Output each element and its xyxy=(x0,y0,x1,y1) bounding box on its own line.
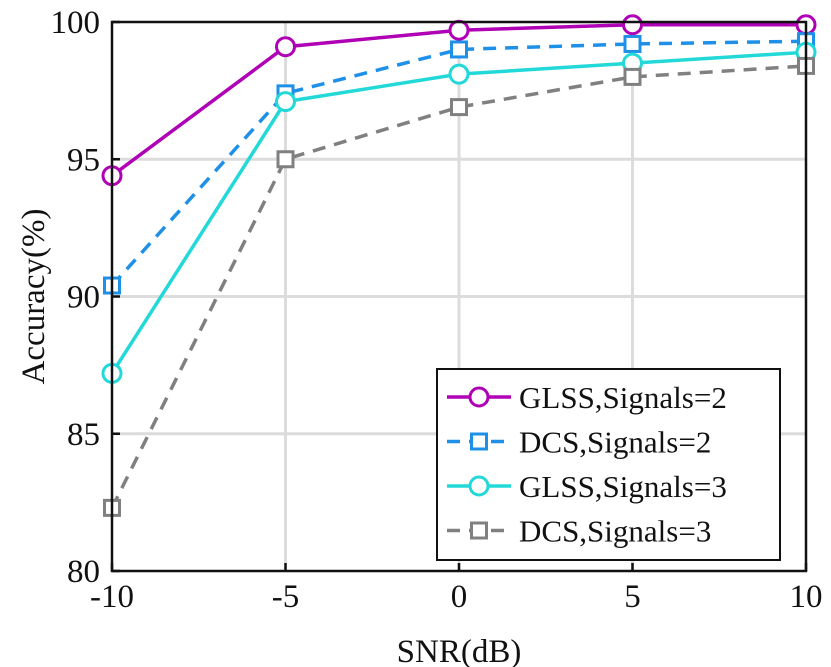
data-point-dcs-signals-2 xyxy=(450,40,468,59)
data-point-dcs-signals-3 xyxy=(623,67,642,86)
y-tick-label: 90 xyxy=(67,280,100,316)
data-point-glss-signals-3 xyxy=(448,63,470,85)
x-tick-label: 10 xyxy=(790,579,823,615)
y-tick-label: 85 xyxy=(67,417,100,453)
legend-frame xyxy=(436,368,781,561)
series-dcs-signals-2 xyxy=(103,32,815,295)
data-point-dcs-signals-2 xyxy=(623,34,642,53)
x-tick-label: -10 xyxy=(90,579,134,615)
y-tick-label: 100 xyxy=(51,5,101,41)
legend-marker-swatch xyxy=(470,521,488,540)
legend-label: DCS,Signals=3 xyxy=(519,514,711,549)
x-tick-label: 5 xyxy=(624,579,641,615)
x-tick-label: 0 xyxy=(451,579,468,615)
series-line-dcs-signals-3 xyxy=(110,64,807,509)
legend-label: DCS,Signals=2 xyxy=(519,425,711,460)
legend-item-dcs-signals-2: DCS,Signals=2 xyxy=(447,425,711,460)
legend-marker-swatch xyxy=(468,386,490,408)
data-point-glss-signals-2 xyxy=(622,14,643,36)
y-axis-label: Accuracy(%) xyxy=(16,209,52,385)
legend-label: GLSS,Signals=2 xyxy=(519,380,727,415)
legend-marker-swatch xyxy=(470,432,488,451)
legend-item-dcs-signals-3: DCS,Signals=3 xyxy=(447,514,711,549)
x-tick-label: -5 xyxy=(272,579,300,615)
y-tick-label: 80 xyxy=(67,554,100,590)
x-axis-label: SNR(dB) xyxy=(397,634,522,667)
series-glss-signals-2 xyxy=(101,14,817,187)
legend-item-glss-signals-2: GLSS,Signals=2 xyxy=(447,380,727,415)
data-point-dcs-signals-3 xyxy=(276,150,295,169)
series-layer xyxy=(101,14,817,517)
data-point-glss-signals-3 xyxy=(275,91,296,113)
data-point-glss-signals-2 xyxy=(448,19,470,41)
series-line-dcs-signals-2 xyxy=(110,39,807,287)
legend-item-glss-signals-3: GLSS,Signals=3 xyxy=(447,469,727,504)
data-point-glss-signals-2 xyxy=(275,36,296,58)
y-tick-label: 95 xyxy=(67,142,100,178)
legend-marker-swatch xyxy=(468,475,490,497)
legend: GLSS,Signals=2 DCS,Signals=2 GLSS,Signals=… xyxy=(436,368,781,561)
legend-label: GLSS,Signals=3 xyxy=(519,469,727,504)
data-point-dcs-signals-3 xyxy=(450,98,468,117)
ticks: -10 -5 0 5 10 80 85 90 95 100 xyxy=(51,5,823,615)
